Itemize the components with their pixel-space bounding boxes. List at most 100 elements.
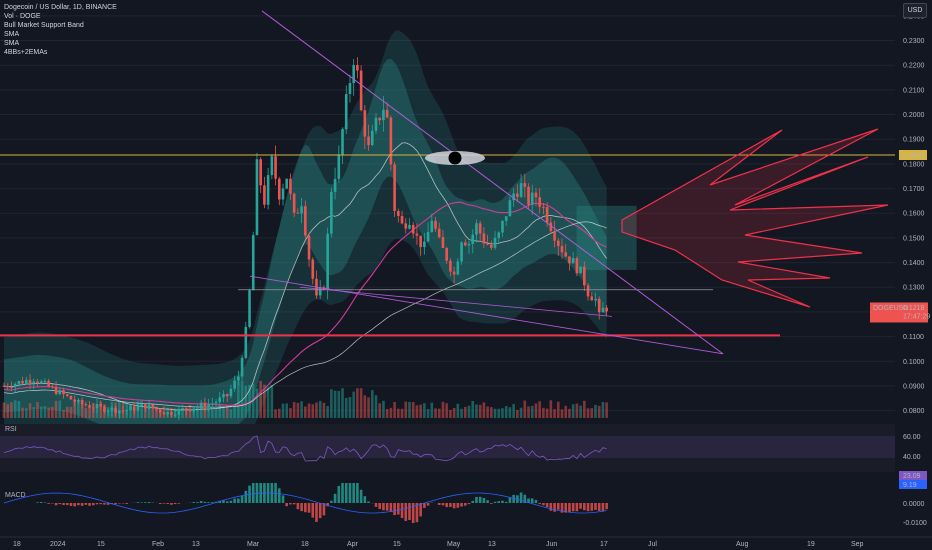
candle-body (140, 404, 143, 407)
volume-bar (248, 384, 251, 418)
candle-body (326, 233, 329, 290)
macd-histogram-bar (166, 503, 169, 504)
macd-histogram-bar (385, 503, 389, 511)
indicator-volume[interactable]: Vol · DOGE (4, 13, 41, 20)
volume-bar (43, 406, 47, 418)
volume-bar (341, 388, 344, 418)
candle-body (158, 409, 162, 413)
candle-body (330, 191, 333, 234)
candle-body (95, 404, 99, 409)
candle-body (475, 223, 478, 235)
macd-histogram-bar (237, 498, 240, 503)
macd-histogram-bar (486, 500, 489, 503)
volume-bar (486, 406, 489, 418)
candle-body (419, 235, 422, 248)
volume-bar (571, 404, 575, 418)
macd-histogram-bar (125, 503, 129, 504)
macd-histogram-bar (393, 503, 396, 516)
volume-bar (374, 395, 378, 418)
macd-histogram-bar (62, 503, 65, 506)
candle-body (583, 266, 586, 286)
candle-body (449, 260, 452, 272)
candle-body (296, 212, 300, 214)
volume-bar (140, 400, 143, 418)
volume-bar (266, 387, 270, 418)
candle-body (605, 307, 608, 312)
candle-body (177, 408, 181, 415)
rsi-tick-60: 60.00 (903, 434, 921, 441)
macd-histogram-bar (244, 490, 248, 503)
candle-body (463, 242, 467, 246)
volume-bar (222, 406, 225, 418)
volume-bar (597, 405, 601, 418)
price-tick-label: 0.2000 (903, 112, 925, 119)
candle-body (244, 326, 248, 358)
candle-body (36, 381, 39, 384)
macd-histogram-bar (229, 500, 233, 503)
volume-bar (54, 400, 58, 418)
sma-55-line (3, 201, 607, 406)
macd-histogram-bar (225, 501, 229, 503)
macd-histogram-bar (114, 503, 117, 505)
volume-bar (296, 402, 300, 418)
price-tick-label: 0.1400 (903, 260, 925, 267)
indicator-sma-1[interactable]: SMA (4, 31, 20, 38)
indicator-bbs-emas[interactable]: 4BBs+2EMAs (4, 49, 48, 56)
volume-bar (315, 402, 318, 418)
volume-bar (463, 406, 467, 418)
candle-body (382, 109, 385, 121)
volume-bar (385, 409, 389, 418)
volume-bar (196, 408, 199, 418)
candle-body (556, 240, 560, 247)
rsi-line (3, 435, 607, 462)
macd-histogram-bar (311, 503, 315, 518)
macd-histogram-bar (318, 503, 322, 519)
candle-body (467, 243, 471, 246)
time-axis: 18 2024 15 Feb 13 Mar 18 Apr 15 May 13 Jun 17 Jul Aug 1… (0, 536, 932, 548)
volume-bar (434, 408, 437, 418)
candle-body (114, 407, 117, 414)
macd-histogram-bar (605, 503, 608, 510)
volume-bar (370, 390, 374, 418)
candle-body (441, 237, 445, 248)
macd-histogram-bar (404, 503, 408, 521)
indicator-sma-2[interactable]: SMA (4, 40, 20, 47)
macd-histogram-bar (512, 494, 515, 503)
candle-body (549, 222, 553, 232)
candle-body (248, 290, 251, 327)
candle-body (404, 223, 408, 229)
volume-bar (311, 404, 315, 418)
macd-histogram-bar (397, 503, 400, 515)
macd-histogram-bar (240, 495, 244, 503)
macd-histogram-bar (170, 503, 173, 505)
candle-body (274, 156, 277, 179)
candle-body (523, 183, 527, 187)
candle-body (456, 261, 460, 275)
volume-bar (348, 397, 352, 418)
macd-histogram-bar (330, 500, 333, 503)
candle-body (259, 159, 262, 186)
volume-bar (583, 400, 586, 418)
candle-body (110, 407, 114, 411)
rsi-value-tag-2 (899, 480, 927, 489)
macd-histogram-bar (523, 494, 527, 503)
macd-histogram-bar (545, 503, 549, 508)
rsi-band (0, 436, 895, 458)
currency-button[interactable]: USD (903, 3, 927, 18)
macd-histogram-bar (423, 503, 426, 508)
volume-bar (419, 404, 422, 418)
candle-body (43, 380, 47, 382)
indicator-bull-band[interactable]: Bull Market Support Band (4, 22, 84, 29)
macd-histogram-bar (222, 500, 225, 503)
time-tick-label: 15 (393, 541, 401, 548)
price-tick-label: 0.1100 (903, 334, 924, 341)
volume-bar (501, 408, 504, 418)
candle-body (307, 235, 311, 260)
volume-bar (449, 409, 452, 418)
volume-bar (590, 408, 594, 418)
time-tick-label: Jun (546, 541, 557, 548)
volume-bar (493, 408, 497, 418)
macd-histogram-bar (36, 502, 39, 503)
volume-bar (199, 403, 203, 418)
